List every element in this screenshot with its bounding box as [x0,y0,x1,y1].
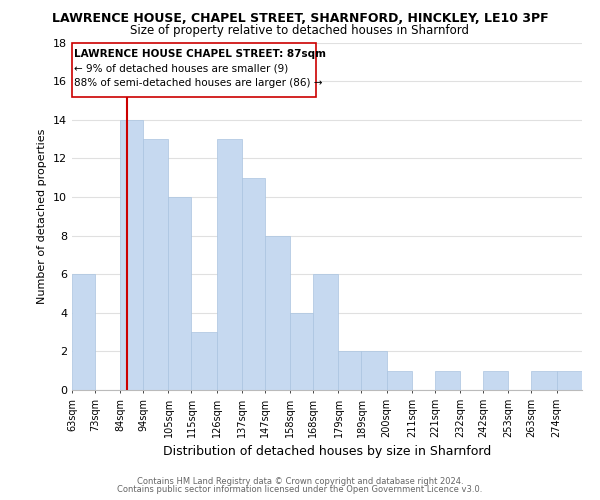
Text: 88% of semi-detached houses are larger (86) →: 88% of semi-detached houses are larger (… [74,78,322,88]
Y-axis label: Number of detached properties: Number of detached properties [37,128,47,304]
Text: LAWRENCE HOUSE, CHAPEL STREET, SHARNFORD, HINCKLEY, LE10 3PF: LAWRENCE HOUSE, CHAPEL STREET, SHARNFORD… [52,12,548,26]
Bar [217,139,242,390]
Bar [361,352,387,390]
Bar [72,274,95,390]
Bar [143,139,169,390]
Bar [242,178,265,390]
Text: LAWRENCE HOUSE CHAPEL STREET: 87sqm: LAWRENCE HOUSE CHAPEL STREET: 87sqm [74,50,326,59]
Text: Contains HM Land Registry data © Crown copyright and database right 2024.: Contains HM Land Registry data © Crown c… [137,477,463,486]
Bar [483,370,508,390]
Bar [387,370,412,390]
X-axis label: Distribution of detached houses by size in Sharnford: Distribution of detached houses by size … [163,446,491,458]
Text: Size of property relative to detached houses in Sharnford: Size of property relative to detached ho… [131,24,470,37]
Bar [265,236,290,390]
Text: ← 9% of detached houses are smaller (9): ← 9% of detached houses are smaller (9) [74,64,288,74]
Bar [191,332,217,390]
FancyBboxPatch shape [72,42,316,96]
Text: Contains public sector information licensed under the Open Government Licence v3: Contains public sector information licen… [118,485,482,494]
Bar [313,274,338,390]
Bar [338,352,361,390]
Bar [169,197,191,390]
Bar [435,370,460,390]
Bar [120,120,143,390]
Bar [290,313,313,390]
Bar [557,370,582,390]
Bar [532,370,557,390]
